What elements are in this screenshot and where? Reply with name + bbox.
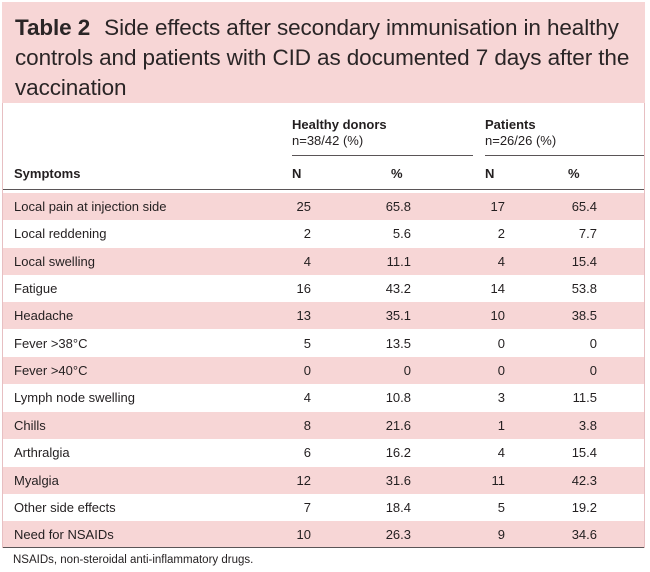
healthy-donors-pct-cell: 18.4 — [385, 499, 411, 515]
symptom-cell: Myalgia — [14, 472, 59, 488]
group-underline-patients — [485, 155, 644, 156]
table-row: Fatigue 16 43.2 14 53.8 — [3, 275, 644, 302]
header-rule — [3, 189, 644, 190]
symptom-cell: Lymph node swelling — [14, 390, 135, 406]
healthy-donors-pct-cell: 5.6 — [392, 226, 411, 242]
group-header-healthy-donors: Healthy donors n=38/42 (%) — [292, 117, 387, 149]
healthy-donors-n-cell: 13 — [296, 308, 311, 324]
healthy-donors-n-cell: 6 — [303, 445, 311, 461]
symptom-cell: Fever >40°C — [14, 363, 88, 379]
group-header-patients: Patients n=26/26 (%) — [485, 117, 556, 149]
healthy-donors-n-cell: 4 — [303, 253, 311, 269]
table-row: Local swelling 4 11.1 4 15.4 — [3, 247, 644, 275]
patients-pct-cell: 19.2 — [571, 499, 597, 515]
healthy-donors-n-cell: 4 — [303, 390, 311, 406]
patients-pct-cell: 11.5 — [572, 390, 597, 406]
healthy-donors-n-cell: 7 — [303, 499, 311, 515]
patients-pct-cell: 3.8 — [578, 417, 597, 433]
patients-n-cell: 4 — [497, 253, 505, 269]
symptom-cell: Need for NSAIDs — [14, 527, 114, 543]
patients-pct-cell: 34.6 — [571, 527, 597, 543]
table-title-band: Table 2 Side effects after secondary immu… — [2, 2, 645, 103]
patients-n-cell: 0 — [497, 335, 505, 351]
patients-pct-cell: 38.5 — [571, 308, 597, 324]
symptom-cell: Headache — [14, 308, 74, 324]
symptom-cell: Arthralgia — [14, 445, 70, 461]
healthy-donors-pct-cell: 0 — [403, 363, 411, 379]
column-header-pt-n: N — [485, 166, 495, 181]
table-row: Local pain at injection side 25 65.8 17 65.4 — [3, 193, 644, 220]
healthy-donors-n-cell: 0 — [303, 363, 311, 379]
table-title: Table 2 Side effects after secondary immu… — [15, 13, 631, 103]
table-footnote: NSAIDs, non-steroidal anti-inflammatory … — [13, 554, 254, 566]
table-row: Lymph node swelling 4 10.8 3 11.5 — [3, 384, 644, 411]
healthy-donors-n-cell: 25 — [296, 199, 311, 214]
group-name: Patients — [485, 117, 536, 132]
table-row: Local reddening 2 5.6 2 7.7 — [3, 220, 644, 247]
healthy-donors-n-cell: 8 — [303, 417, 311, 433]
healthy-donors-pct-cell: 43.2 — [385, 281, 411, 297]
healthy-donors-pct-cell: 21.6 — [385, 417, 411, 433]
symptom-cell: Local reddening — [14, 226, 107, 242]
column-header-symptoms: Symptoms — [14, 166, 81, 181]
symptom-cell: Local swelling — [14, 253, 95, 269]
patients-pct-cell: 7.7 — [578, 226, 597, 242]
table-label: Table 2 — [15, 15, 91, 40]
patients-n-cell: 0 — [497, 363, 505, 379]
healthy-donors-n-cell: 2 — [303, 226, 311, 242]
patients-pct-cell: 15.4 — [571, 253, 597, 269]
symptom-cell: Other side effects — [14, 499, 116, 515]
healthy-donors-pct-cell: 10.8 — [385, 390, 411, 406]
table-row: Headache 13 35.1 10 38.5 — [3, 302, 644, 330]
healthy-donors-n-cell: 12 — [296, 472, 311, 488]
patients-pct-cell: 53.8 — [571, 281, 597, 297]
table-row: Other side effects 7 18.4 5 19.2 — [3, 494, 644, 521]
group-subtitle: n=26/26 (%) — [485, 133, 557, 148]
healthy-donors-pct-cell: 65.8 — [385, 199, 411, 214]
group-underline-healthy-donors — [292, 155, 473, 156]
patients-pct-cell: 0 — [589, 363, 597, 379]
patients-n-cell: 10 — [490, 308, 505, 324]
patients-n-cell: 9 — [497, 527, 505, 543]
table-row: Myalgia 12 31.6 11 42.3 — [3, 466, 644, 494]
table-row: Fever >40°C 0 0 0 0 — [3, 357, 644, 385]
patients-n-cell: 17 — [490, 199, 505, 214]
patients-n-cell: 11 — [491, 472, 506, 488]
patients-n-cell: 14 — [490, 281, 505, 297]
symptom-cell: Local pain at injection side — [14, 199, 167, 214]
healthy-donors-n-cell: 10 — [296, 527, 311, 543]
patients-pct-cell: 42.3 — [571, 472, 597, 488]
patients-pct-cell: 0 — [589, 335, 597, 351]
healthy-donors-pct-cell: 35.1 — [385, 308, 411, 324]
patients-n-cell: 2 — [497, 226, 505, 242]
column-header-hd-n: N — [292, 166, 302, 181]
table-row: Need for NSAIDs 10 26.3 9 34.6 — [3, 521, 644, 549]
healthy-donors-pct-cell: 13.5 — [385, 335, 411, 351]
patients-n-cell: 4 — [497, 445, 505, 461]
healthy-donors-pct-cell: 16.2 — [385, 445, 411, 461]
patients-n-cell: 1 — [497, 417, 505, 433]
group-name: Healthy donors — [292, 117, 387, 132]
symptom-cell: Fatigue — [14, 281, 58, 297]
table-row: Arthralgia 6 16.2 4 15.4 — [3, 439, 644, 466]
healthy-donors-pct-cell: 31.6 — [385, 472, 411, 488]
patients-n-cell: 5 — [497, 499, 505, 515]
table-caption: Side effects after secondary immunisatio… — [15, 15, 630, 100]
patients-pct-cell: 15.4 — [571, 445, 597, 461]
group-subtitle: n=38/42 (%) — [292, 133, 364, 148]
healthy-donors-pct-cell: 26.3 — [385, 527, 411, 543]
healthy-donors-pct-cell: 11.1 — [386, 253, 411, 269]
column-header-pt-pct: % — [568, 166, 580, 181]
symptom-cell: Chills — [14, 417, 46, 433]
table-row: Fever >38°C 5 13.5 0 0 — [3, 330, 644, 357]
patients-n-cell: 3 — [497, 390, 505, 406]
healthy-donors-n-cell: 16 — [296, 281, 311, 297]
healthy-donors-n-cell: 5 — [303, 335, 311, 351]
column-header-hd-pct: % — [391, 166, 403, 181]
symptom-cell: Fever >38°C — [14, 335, 88, 351]
patients-pct-cell: 65.4 — [571, 199, 597, 214]
table-row: Chills 8 21.6 1 3.8 — [3, 411, 644, 439]
bottom-rule — [3, 547, 644, 548]
